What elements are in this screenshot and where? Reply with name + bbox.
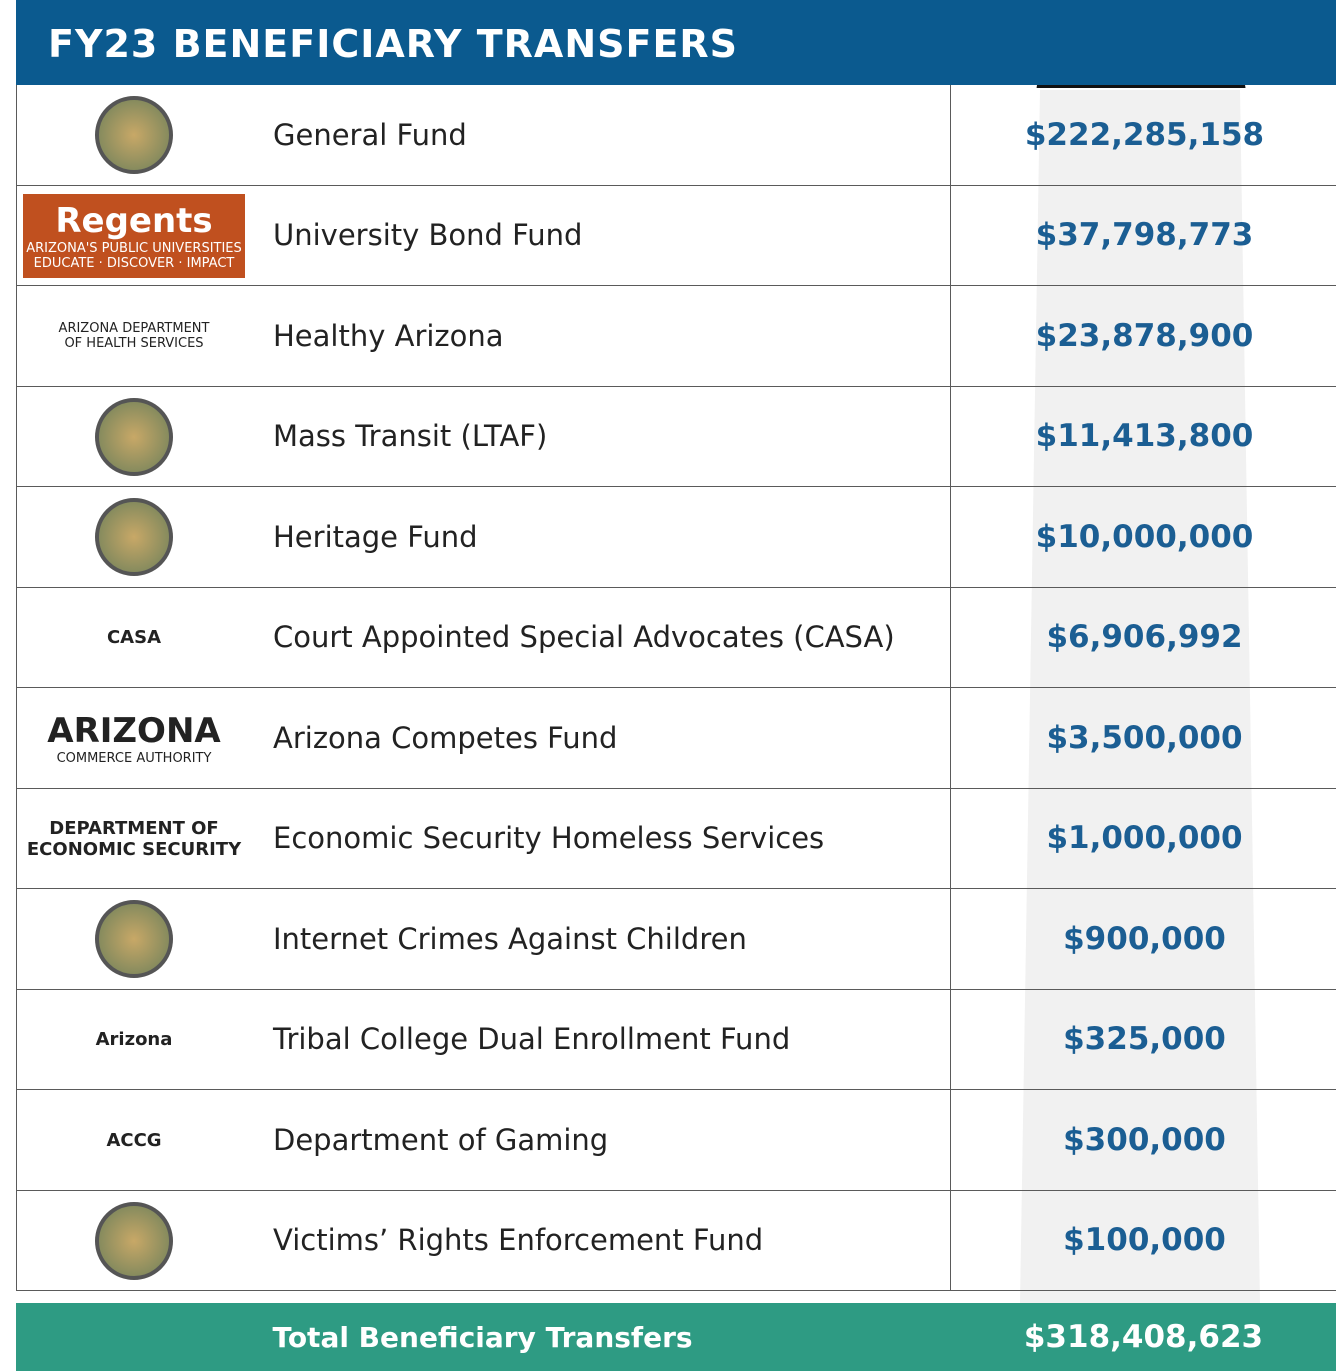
- fund-amount: $37,798,773: [952, 186, 1336, 286]
- fund-name: Victims’ Rights Enforcement Fund: [273, 1191, 763, 1291]
- logo-text: ARIZONA: [47, 711, 220, 751]
- logo: [23, 1199, 245, 1283]
- table-row: Heritage Fund $10,000,000: [16, 487, 1336, 588]
- logo: ACCG: [23, 1098, 245, 1182]
- fund-name: General Fund: [273, 85, 467, 185]
- fund-amount: $11,413,800: [952, 387, 1336, 487]
- logo-text: EDUCATE · DISCOVER · IMPACT: [34, 256, 235, 271]
- logo-text: Arizona: [96, 1029, 173, 1050]
- column-divider: [950, 286, 951, 386]
- table-row: Arizona Tribal College Dual Enrollment Fu…: [16, 990, 1336, 1091]
- page: FY23 BENEFICIARY TRANSFERS General Fund $…: [0, 0, 1336, 1371]
- fund-amount: $100,000: [952, 1191, 1336, 1291]
- table-row: General Fund $222,285,158: [16, 85, 1336, 186]
- table-row: DEPARTMENT OF ECONOMIC SECURITY Economic …: [16, 789, 1336, 890]
- seal-icon: [95, 1202, 173, 1280]
- header: FY23 BENEFICIARY TRANSFERS: [16, 0, 1336, 85]
- logo: [23, 395, 245, 479]
- fund-amount: $3,500,000: [952, 688, 1336, 788]
- column-divider: [950, 85, 951, 185]
- seal-icon: [95, 900, 173, 978]
- column-divider: [950, 487, 951, 587]
- total-amount: $318,408,623: [951, 1303, 1336, 1371]
- table-row: Mass Transit (LTAF) $11,413,800: [16, 387, 1336, 488]
- logo-text: CASA: [107, 627, 161, 648]
- logo: [23, 897, 245, 981]
- logo: [23, 495, 245, 579]
- fund-name: University Bond Fund: [273, 186, 582, 286]
- column-divider: [950, 990, 951, 1090]
- logo-text: Regents: [55, 201, 212, 241]
- fund-name: Heritage Fund: [273, 487, 478, 587]
- table-row: ACCG Department of Gaming $300,000: [16, 1090, 1336, 1191]
- fund-name: Court Appointed Special Advocates (CASA): [273, 588, 895, 688]
- column-divider: [950, 889, 951, 989]
- column-divider: [950, 789, 951, 889]
- logo-text: ACCG: [106, 1130, 161, 1151]
- table-row: CASA Court Appointed Special Advocates (C…: [16, 588, 1336, 689]
- logo: Arizona: [23, 998, 245, 1082]
- fund-amount: $222,285,158: [952, 85, 1336, 185]
- seal-icon: [95, 498, 173, 576]
- fund-amount: $6,906,992: [952, 588, 1336, 688]
- seal-icon: [95, 398, 173, 476]
- table-row: Victims’ Rights Enforcement Fund $100,000: [16, 1191, 1336, 1292]
- fund-name: Internet Crimes Against Children: [273, 889, 747, 989]
- fund-name: Mass Transit (LTAF): [273, 387, 547, 487]
- column-divider: [950, 688, 951, 788]
- logo-text: ARIZONA'S PUBLIC UNIVERSITIES: [26, 241, 242, 256]
- fund-amount: $23,878,900: [952, 286, 1336, 386]
- fund-name: Department of Gaming: [273, 1090, 608, 1190]
- fund-name: Arizona Competes Fund: [273, 688, 617, 788]
- logo-text: ARIZONA DEPARTMENT: [59, 321, 210, 336]
- logo: CASA: [23, 596, 245, 680]
- column-divider: [950, 1090, 951, 1190]
- logo-text: OF HEALTH SERVICES: [64, 336, 203, 351]
- fund-name: Healthy Arizona: [273, 286, 504, 386]
- seal-icon: [95, 96, 173, 174]
- total-label: Total Beneficiary Transfers: [16, 1303, 949, 1371]
- total-row: Total Beneficiary Transfers $318,408,623: [16, 1303, 1336, 1371]
- title: FY23 BENEFICIARY TRANSFERS: [48, 22, 738, 66]
- fund-amount: $900,000: [952, 889, 1336, 989]
- logo: [23, 93, 245, 177]
- fund-amount: $1,000,000: [952, 789, 1336, 889]
- table-row: Internet Crimes Against Children $900,000: [16, 889, 1336, 990]
- column-divider: [950, 387, 951, 487]
- logo-text: DEPARTMENT OF ECONOMIC SECURITY: [23, 818, 245, 860]
- column-divider: [950, 186, 951, 286]
- fund-name: Economic Security Homeless Services: [273, 789, 824, 889]
- fund-amount: $10,000,000: [952, 487, 1336, 587]
- column-divider: [950, 1191, 951, 1291]
- fund-amount: $300,000: [952, 1090, 1336, 1190]
- fund-name: Tribal College Dual Enrollment Fund: [273, 990, 790, 1090]
- fund-amount: $325,000: [952, 990, 1336, 1090]
- logo-text: COMMERCE AUTHORITY: [57, 751, 212, 766]
- logo: DEPARTMENT OF ECONOMIC SECURITY: [23, 797, 245, 881]
- column-divider: [950, 588, 951, 688]
